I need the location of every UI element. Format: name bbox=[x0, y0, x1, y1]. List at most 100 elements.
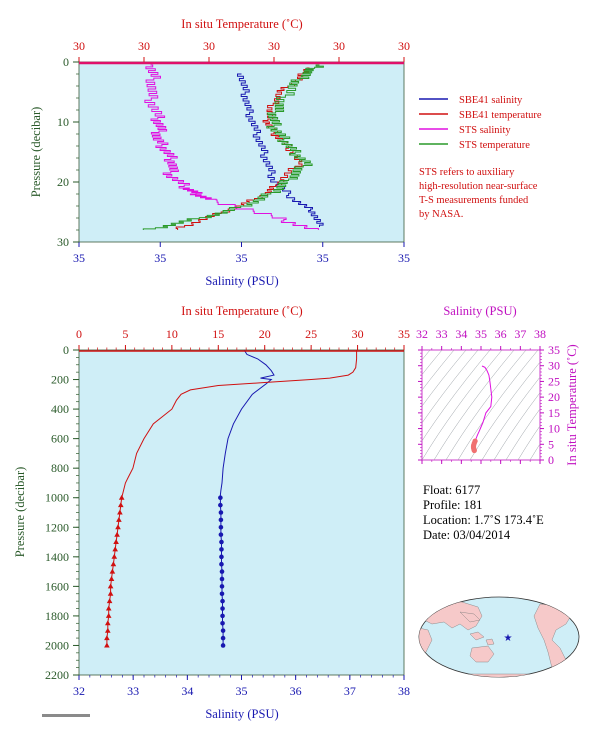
temperature-point bbox=[104, 642, 110, 648]
salinity-point bbox=[220, 635, 226, 641]
main-chart-temp-ticks: 0 5 10 15 20 25 30 35 bbox=[76, 327, 410, 350]
main-p-tick-label: 1600 bbox=[45, 579, 69, 593]
main-p-tick-label: 1800 bbox=[45, 609, 69, 623]
salinity-point bbox=[218, 524, 224, 530]
main-p-tick-label: 400 bbox=[51, 402, 69, 416]
main-temp-tick-label: 25 bbox=[305, 327, 317, 341]
salinity-point bbox=[220, 643, 226, 648]
salinity-point bbox=[220, 628, 226, 633]
main-p-tick-label: 800 bbox=[51, 461, 69, 475]
ts-point bbox=[471, 447, 477, 454]
density-contour bbox=[457, 350, 539, 460]
temperature-point bbox=[109, 568, 116, 574]
ts-density-contours bbox=[422, 350, 540, 460]
salinity-point bbox=[218, 510, 224, 515]
ts-temp-tick-label: 25 bbox=[548, 374, 560, 388]
ts-diagram-sal-label: Salinity (PSU) bbox=[443, 304, 516, 318]
top-p-tick-label: 10 bbox=[57, 115, 69, 129]
salinity-point bbox=[219, 584, 225, 589]
ts-series bbox=[470, 365, 493, 454]
salinity-point bbox=[218, 495, 223, 501]
sts-note-line-3: T-S measurements funded bbox=[419, 195, 529, 206]
top-plot-area bbox=[78, 61, 405, 243]
temperature-point bbox=[115, 524, 121, 530]
main-temp-tick-label: 0 bbox=[76, 327, 82, 341]
salinity-point bbox=[219, 539, 224, 545]
top-chart-sal-ticks: 35 35 35 35 35 bbox=[73, 242, 410, 265]
salinity-point bbox=[219, 591, 225, 597]
ts-temp-tick-label: 20 bbox=[548, 390, 560, 404]
main-sal-tick-label: 33 bbox=[127, 684, 139, 698]
ts-sal-tick-label: 34 bbox=[455, 327, 467, 341]
world-map: ★ bbox=[418, 596, 580, 678]
temperature-point bbox=[104, 635, 110, 641]
main-sal-tick-label: 34 bbox=[181, 684, 193, 698]
legend-label-sbe41-salinity: SBE41 salinity bbox=[459, 95, 523, 106]
top-p-tick-label: 0 bbox=[63, 55, 69, 69]
temperature-point bbox=[118, 502, 124, 508]
top-temp-tick-label: 30 bbox=[333, 39, 345, 53]
ts-temp-tick-label: 35 bbox=[548, 343, 560, 357]
ts-sal-tick-label: 36 bbox=[495, 327, 507, 341]
main-p-tick-label: 200 bbox=[51, 373, 69, 387]
legend: SBE41 salinity SBE41 temperature STS sal… bbox=[419, 95, 542, 151]
main-temp-tick-label: 10 bbox=[166, 327, 178, 341]
legend-label-sts-salinity: STS salinity bbox=[459, 125, 511, 136]
density-contour bbox=[517, 425, 540, 460]
main-p-tick-label: 1400 bbox=[45, 550, 69, 564]
ts-temp-tick-label: 0 bbox=[548, 453, 554, 467]
ts-plot-area bbox=[421, 349, 541, 461]
ts-sal-tick-label: 37 bbox=[514, 327, 526, 341]
ts-temp-tick-label: 30 bbox=[548, 359, 560, 373]
density-contour bbox=[422, 350, 455, 391]
main-chart-sal-label: Salinity (PSU) bbox=[205, 707, 278, 721]
temperature-point bbox=[108, 576, 115, 581]
ts-temp-tick-label: 10 bbox=[548, 422, 560, 436]
density-contour bbox=[422, 350, 443, 376]
ts-diagram: Salinity (PSU) 32 33 34 35 36 37 38 0 510 15 20 25… bbox=[416, 304, 579, 467]
density-contour bbox=[422, 350, 491, 442]
salinity-point bbox=[219, 569, 225, 574]
top-chart-series bbox=[142, 64, 324, 230]
main-plot-area bbox=[78, 349, 405, 676]
salinity-point bbox=[220, 598, 225, 604]
temperature-point bbox=[105, 627, 111, 633]
salinity-point bbox=[220, 613, 225, 619]
float-position-star: ★ bbox=[504, 633, 513, 644]
temperature-point bbox=[117, 509, 123, 515]
main-temp-tick-label: 20 bbox=[259, 327, 271, 341]
footer-mark bbox=[42, 714, 90, 717]
ts-sal-tick-label: 38 bbox=[534, 327, 546, 341]
top-chart-temp-label: In situ Temperature (˚C) bbox=[181, 17, 302, 31]
density-contour bbox=[422, 350, 479, 424]
main-chart-sal-ticks: 32 33 34 35 36 37 38 bbox=[73, 675, 410, 698]
ts-sal-ticks: 32 33 34 35 36 37 38 bbox=[416, 327, 546, 464]
top-sal-tick-label: 35 bbox=[317, 251, 329, 265]
temperature-point bbox=[111, 553, 118, 559]
top-temp-tick-label: 30 bbox=[73, 39, 85, 53]
main-chart: In situ Temperature (˚C) 0 5 10 15 20 25 30 35 … bbox=[13, 304, 410, 721]
ts-temp-tick-label: 15 bbox=[548, 406, 560, 420]
top-chart-temp-ticks: 30 30 30 30 30 30 bbox=[73, 39, 410, 62]
main-temp-tick-label: 15 bbox=[212, 327, 224, 341]
top-temp-tick-label: 30 bbox=[398, 39, 410, 53]
ts-temp-tick-label: 5 bbox=[548, 437, 554, 451]
top-sal-tick-label: 35 bbox=[154, 251, 166, 265]
salinity-point bbox=[219, 547, 224, 552]
density-contour bbox=[481, 376, 540, 460]
main-chart-series bbox=[104, 349, 358, 648]
sts-note-line-2: high-resolution near-surface bbox=[419, 181, 538, 192]
main-sal-tick-label: 36 bbox=[290, 684, 302, 698]
ts-sal-tick-label: 32 bbox=[416, 327, 428, 341]
top-sal-tick-label: 35 bbox=[73, 251, 85, 265]
main-temp-tick-label: 5 bbox=[122, 327, 128, 341]
main-p-tick-label: 2200 bbox=[45, 668, 69, 682]
salinity-point bbox=[219, 561, 224, 567]
density-contour bbox=[433, 350, 515, 460]
top-sal-tick-label: 35 bbox=[398, 251, 410, 265]
density-contour bbox=[422, 350, 503, 460]
temperature-point bbox=[107, 583, 114, 589]
sts-note-line-1: STS refers to auxiliary bbox=[419, 167, 515, 178]
